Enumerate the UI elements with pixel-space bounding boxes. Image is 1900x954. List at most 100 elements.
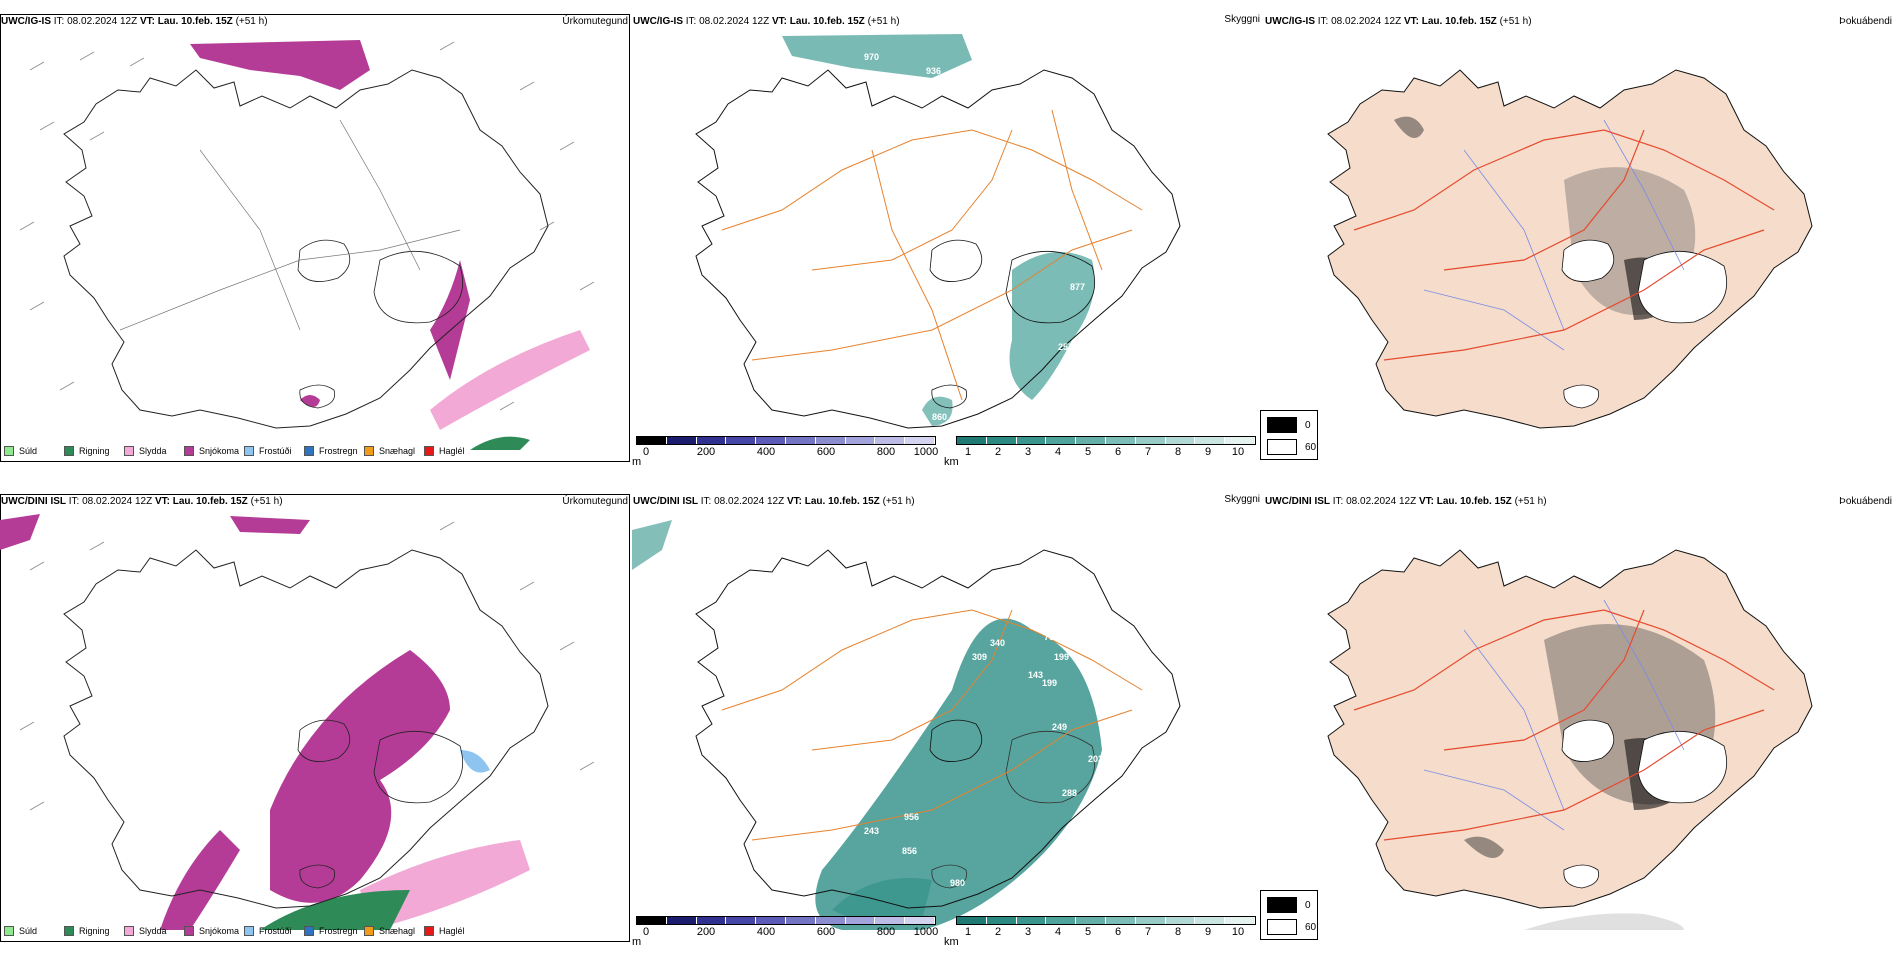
fog-legend: 0 60 [1260, 890, 1318, 940]
map-frame [0, 14, 630, 462]
legend-swatch [4, 446, 14, 456]
panel-visibility-bottom: UWC/DINI ISL IT: 08.02.2024 12Z VT: Lau.… [632, 494, 1264, 954]
legend-swatch [364, 926, 374, 936]
legend-swatch [184, 926, 194, 936]
vis-label: 877 [1070, 282, 1085, 292]
scale-tick: 7 [1144, 446, 1152, 458]
vis-label: 956 [904, 812, 919, 822]
scale-tick: 4 [1054, 446, 1062, 458]
scale-tick: 600 [816, 446, 836, 458]
legend-swatch [424, 926, 434, 936]
height-scale-bar [636, 436, 936, 445]
legend-item: Súld [4, 926, 64, 936]
fog-legend-row: 0 [1267, 417, 1317, 433]
legend-swatch [304, 926, 314, 936]
scale-tick: 8 [1174, 446, 1182, 458]
vis-label: 340 [990, 638, 1005, 648]
precip-type-map [0, 514, 595, 930]
legend-swatch [424, 446, 434, 456]
scale-tick: 200 [696, 926, 716, 938]
fog-legend-swatch [1267, 417, 1297, 433]
scale-tick: 400 [756, 446, 776, 458]
vis-label: 309 [972, 652, 987, 662]
panel-fog-top: UWC/IG-IS IT: 08.02.2024 12Z VT: Lau. 10… [1260, 14, 1896, 474]
vis-label: 129 [960, 612, 975, 622]
fog-legend: 0 60 [1260, 410, 1318, 460]
vis-label: 202 [1088, 754, 1103, 764]
panel-title: Þokuábendi [1839, 16, 1892, 27]
fog-legend-swatch [1267, 897, 1297, 913]
scale-tick: 10 [1231, 446, 1245, 458]
panel-title: Skyggni [1224, 14, 1260, 25]
scale-tick: 2 [994, 446, 1002, 458]
scale-unit: m [632, 456, 642, 468]
scale-tick: 600 [816, 926, 836, 938]
vis-label: 970 [864, 52, 879, 62]
panel-precip-type-top: UWC/IG-IS IT: 08.02.2024 12Z VT: Lau. 10… [0, 14, 632, 474]
scale-tick: 9 [1204, 926, 1212, 938]
vis-label: 143 [1028, 670, 1043, 680]
panel-header: UWC/IG-IS IT: 08.02.2024 12Z VT: Lau. 10… [633, 16, 900, 27]
legend-swatch [64, 446, 74, 456]
scale-tick: 6 [1114, 926, 1122, 938]
legend-item: Rigning [64, 446, 124, 456]
scale-tick: 3 [1024, 926, 1032, 938]
legend-item: Frostregn [304, 926, 364, 936]
legend-item: Snjókoma [184, 446, 244, 456]
legend-item: Haglél [424, 926, 484, 936]
fog-map [1327, 69, 1813, 429]
vis-label: 249 [1052, 722, 1067, 732]
vis-label: 199 [1042, 678, 1057, 688]
legend-swatch [64, 926, 74, 936]
legend-swatch [4, 926, 14, 936]
scale-unit: km [944, 936, 959, 948]
scale-tick: 3 [1024, 446, 1032, 458]
scale-tick: 5 [1084, 446, 1092, 458]
legend-swatch [124, 926, 134, 936]
scale-tick: 5 [1084, 926, 1092, 938]
legend-swatch [244, 926, 254, 936]
legend-item: Frostúði [244, 926, 304, 936]
vis-scale: km 1 2 3 4 5 6 7 8 9 10 [944, 436, 1256, 468]
legend-item: Frostregn [304, 446, 364, 456]
vis-label: 243 [864, 826, 879, 836]
precip-type-map [19, 40, 595, 450]
legend-item: Frostúði [244, 446, 304, 456]
height-scale: m 0 200 400 600 800 1000 [632, 916, 939, 948]
legend-swatch [304, 446, 314, 456]
vis-label: 936 [926, 66, 941, 76]
legend-item: Rigning [64, 926, 124, 936]
vis-label: 288 [1062, 788, 1077, 798]
panel-header: UWC/IG-IS IT: 08.02.2024 12Z VT: Lau. 10… [1, 16, 268, 27]
scale-tick: 10 [1231, 926, 1245, 938]
scale-tick: 9 [1204, 446, 1212, 458]
fog-legend-row: 60 [1267, 919, 1317, 935]
scale-unit: m [632, 936, 642, 948]
vis-label: 119 [1102, 740, 1117, 750]
panel-header: UWC/DINI ISL IT: 08.02.2024 12Z VT: Lau.… [1, 496, 283, 507]
scale-tick: 1000 [913, 926, 939, 938]
scale-tick: 400 [756, 926, 776, 938]
panel-title: Þokuábendi [1839, 496, 1892, 507]
vis-label: 760 [1044, 632, 1059, 642]
panel-visibility-top: UWC/IG-IS IT: 08.02.2024 12Z VT: Lau. 10… [632, 14, 1264, 474]
vis-label: 199 [1054, 652, 1069, 662]
panel-precip-type-bottom: UWC/DINI ISL IT: 08.02.2024 12Z VT: Lau.… [0, 494, 632, 954]
fog-map [1327, 549, 1813, 930]
fog-legend-swatch [1267, 439, 1297, 455]
vis-label: 80 [1118, 722, 1128, 732]
vis-label: 412 [1132, 692, 1147, 702]
scale-tick: 800 [876, 926, 896, 938]
scale-tick: 2 [994, 926, 1002, 938]
vis-label: 860 [932, 412, 947, 422]
height-scale: m 0 200 400 600 800 1000 [632, 436, 939, 468]
legend-swatch [244, 446, 254, 456]
scale-tick: 0 [642, 926, 650, 938]
scale-tick: 1000 [913, 446, 939, 458]
panel-header: UWC/DINI ISL IT: 08.02.2024 12Z VT: Lau.… [1265, 496, 1547, 507]
panel-title: Skyggni [1224, 494, 1260, 505]
panel-fog-bottom: UWC/DINI ISL IT: 08.02.2024 12Z VT: Lau.… [1260, 494, 1896, 954]
scale-tick: 800 [876, 446, 896, 458]
legend-item: Snæhagl [364, 926, 424, 936]
scale-tick: 4 [1054, 926, 1062, 938]
